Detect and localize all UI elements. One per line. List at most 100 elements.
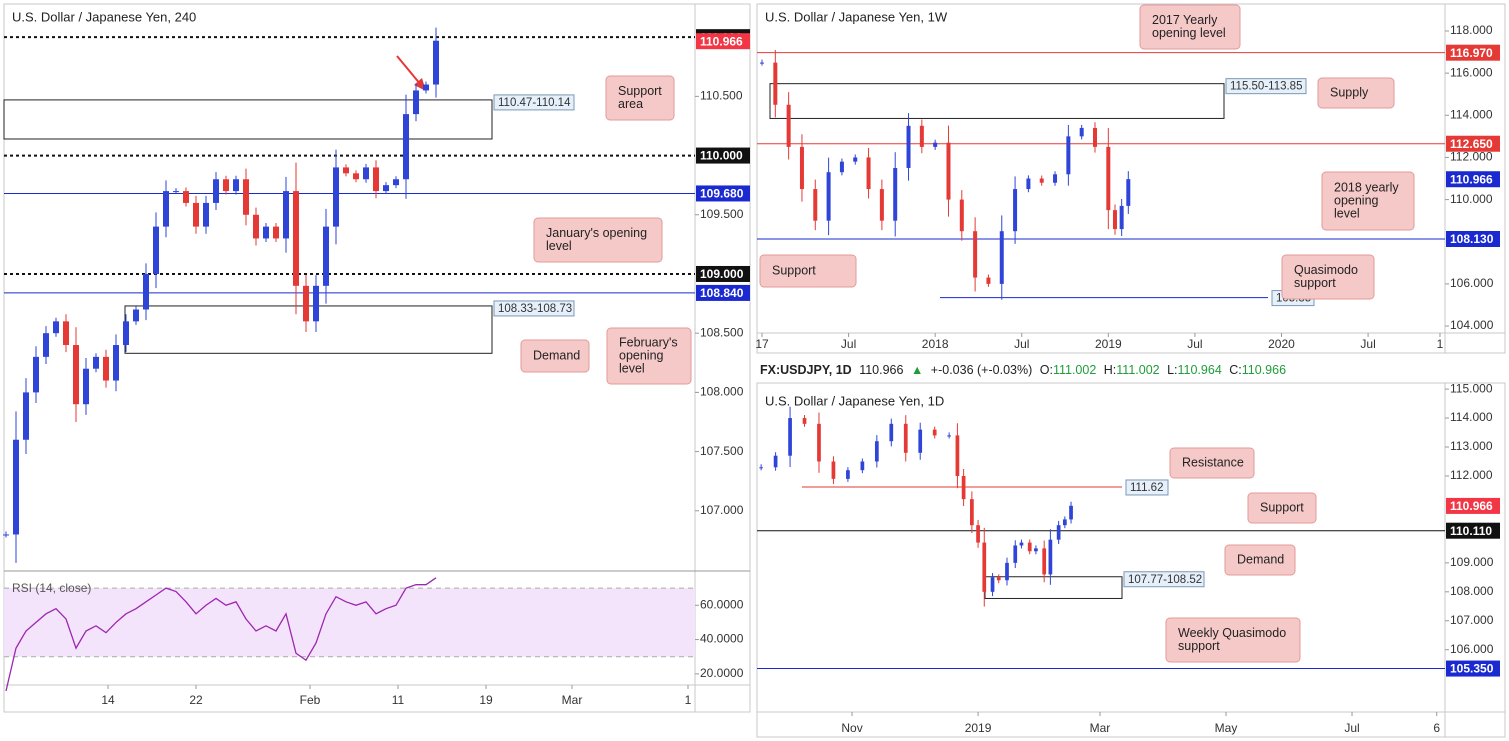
candle-body: [982, 542, 987, 592]
price-tag-label: 110.966: [1450, 172, 1493, 186]
candle-body: [323, 226, 329, 286]
callout-text: Support: [1260, 500, 1304, 514]
candle-body: [990, 577, 995, 592]
candle-body: [906, 125, 911, 168]
x-tick-label: Jul: [841, 337, 856, 351]
candle-body: [826, 172, 831, 221]
x-tick-label: 17: [755, 337, 769, 351]
price-tag-label: 105.350: [1450, 662, 1494, 676]
panel-title: U.S. Dollar / Japanese Yen, 1D: [765, 393, 944, 408]
x-tick-label: Mar: [562, 693, 583, 707]
x-tick-label: 2019: [965, 721, 992, 735]
candle-body: [831, 461, 836, 479]
price-tag: [696, 33, 750, 50]
x-tick-label: 2018: [922, 337, 949, 351]
callout-text: 2017 Yearly: [1152, 13, 1218, 27]
candle-body: [903, 423, 908, 453]
ohlc-key: H:: [1103, 363, 1117, 377]
candle-body: [874, 441, 879, 462]
candle-body: [1112, 210, 1117, 230]
candle-body: [879, 189, 884, 221]
candle-body: [183, 191, 189, 203]
price-tag-label: 109.680: [700, 187, 744, 201]
rsi-line: [5, 577, 437, 692]
zone-label-box: [493, 94, 575, 111]
x-tick-label: Jul: [1360, 337, 1375, 351]
zone-label: 115.50-113.85: [1230, 81, 1302, 93]
callout: [533, 217, 663, 263]
panel-title: U.S. Dollar / Japanese Yen, 1W: [765, 9, 948, 24]
callout-text: level: [1334, 206, 1360, 220]
candle-body: [961, 475, 966, 500]
callout: [1224, 544, 1296, 576]
candle-body: [970, 499, 974, 526]
candle-body: [947, 435, 952, 437]
zone: [769, 83, 1225, 119]
candle-body: [383, 185, 389, 192]
candle-body: [932, 429, 937, 436]
candle-body: [273, 226, 279, 239]
panel-frame: [756, 382, 1506, 738]
candle-body: [1048, 539, 1053, 575]
rsi-band: [4, 588, 695, 657]
ohlc-key: O:: [1039, 363, 1053, 377]
candle-body: [193, 202, 199, 227]
candle-body: [353, 173, 359, 180]
callout-text: opening: [619, 348, 664, 362]
panel-title: U.S. Dollar / Japanese Yen, 240: [12, 9, 196, 24]
price-tag-label: 116.970: [1450, 46, 1493, 60]
y-tick-label: 112.000: [1450, 150, 1493, 164]
x-tick-label: 14: [101, 693, 115, 707]
y-tick-label: 114.000: [1450, 107, 1493, 121]
candle-body: [759, 467, 763, 469]
panel-frame: [756, 3, 1506, 354]
callout: [1317, 77, 1395, 109]
y-tick-label: 118.000: [1450, 23, 1493, 37]
candle-body: [73, 345, 79, 405]
ohlc-value: 111.002: [1116, 363, 1160, 377]
price-tag-label: 109.000: [700, 267, 744, 281]
zone-label-box: [493, 300, 575, 317]
candle-body: [363, 167, 369, 180]
callout: [1165, 617, 1301, 663]
candle-body: [23, 392, 29, 440]
candle-body: [933, 142, 938, 147]
price-tag-label: 110.966: [1450, 499, 1493, 513]
y-tick-label: 108.000: [1450, 584, 1494, 598]
price-tag: [1446, 44, 1500, 61]
candle-body: [133, 309, 139, 322]
callout: [1169, 447, 1255, 479]
y-tick-label: 110.500: [700, 89, 743, 103]
y-tick-label: 116.000: [1450, 65, 1493, 79]
y-tick-label: 113.000: [1450, 439, 1493, 453]
candle-body: [33, 356, 39, 393]
y-tick-label: 112.000: [1450, 468, 1493, 482]
candle-body: [1019, 542, 1024, 546]
price-tag: [696, 265, 750, 282]
arrow: [396, 55, 422, 86]
candle-body: [1066, 136, 1071, 175]
candle-body: [53, 321, 59, 334]
panel-title: RSI (14, close): [12, 581, 91, 595]
candle-body: [423, 84, 429, 91]
candle-body: [786, 104, 791, 147]
candle-body: [283, 191, 289, 239]
price-tag: [1446, 522, 1500, 539]
x-tick-label: Jul: [1344, 721, 1359, 735]
candle-body: [1042, 548, 1047, 575]
candle-body: [846, 470, 850, 479]
x-tick-label: 1: [1437, 337, 1444, 351]
callout-text: opening level: [1152, 26, 1226, 40]
zone-label-box: [1225, 78, 1307, 95]
candle-body: [223, 179, 229, 192]
ohlc-value: 111.002: [1052, 363, 1097, 377]
candle-body: [303, 285, 309, 322]
price-tag-label: 110.966: [700, 34, 743, 48]
y-tick-label: 107.500: [700, 444, 744, 458]
candle-body: [1053, 174, 1058, 183]
y-tick-label: 60.0000: [700, 597, 744, 611]
x-tick-label: May: [1215, 721, 1238, 735]
candle-body: [173, 191, 179, 193]
callout-text: February's: [619, 335, 678, 349]
